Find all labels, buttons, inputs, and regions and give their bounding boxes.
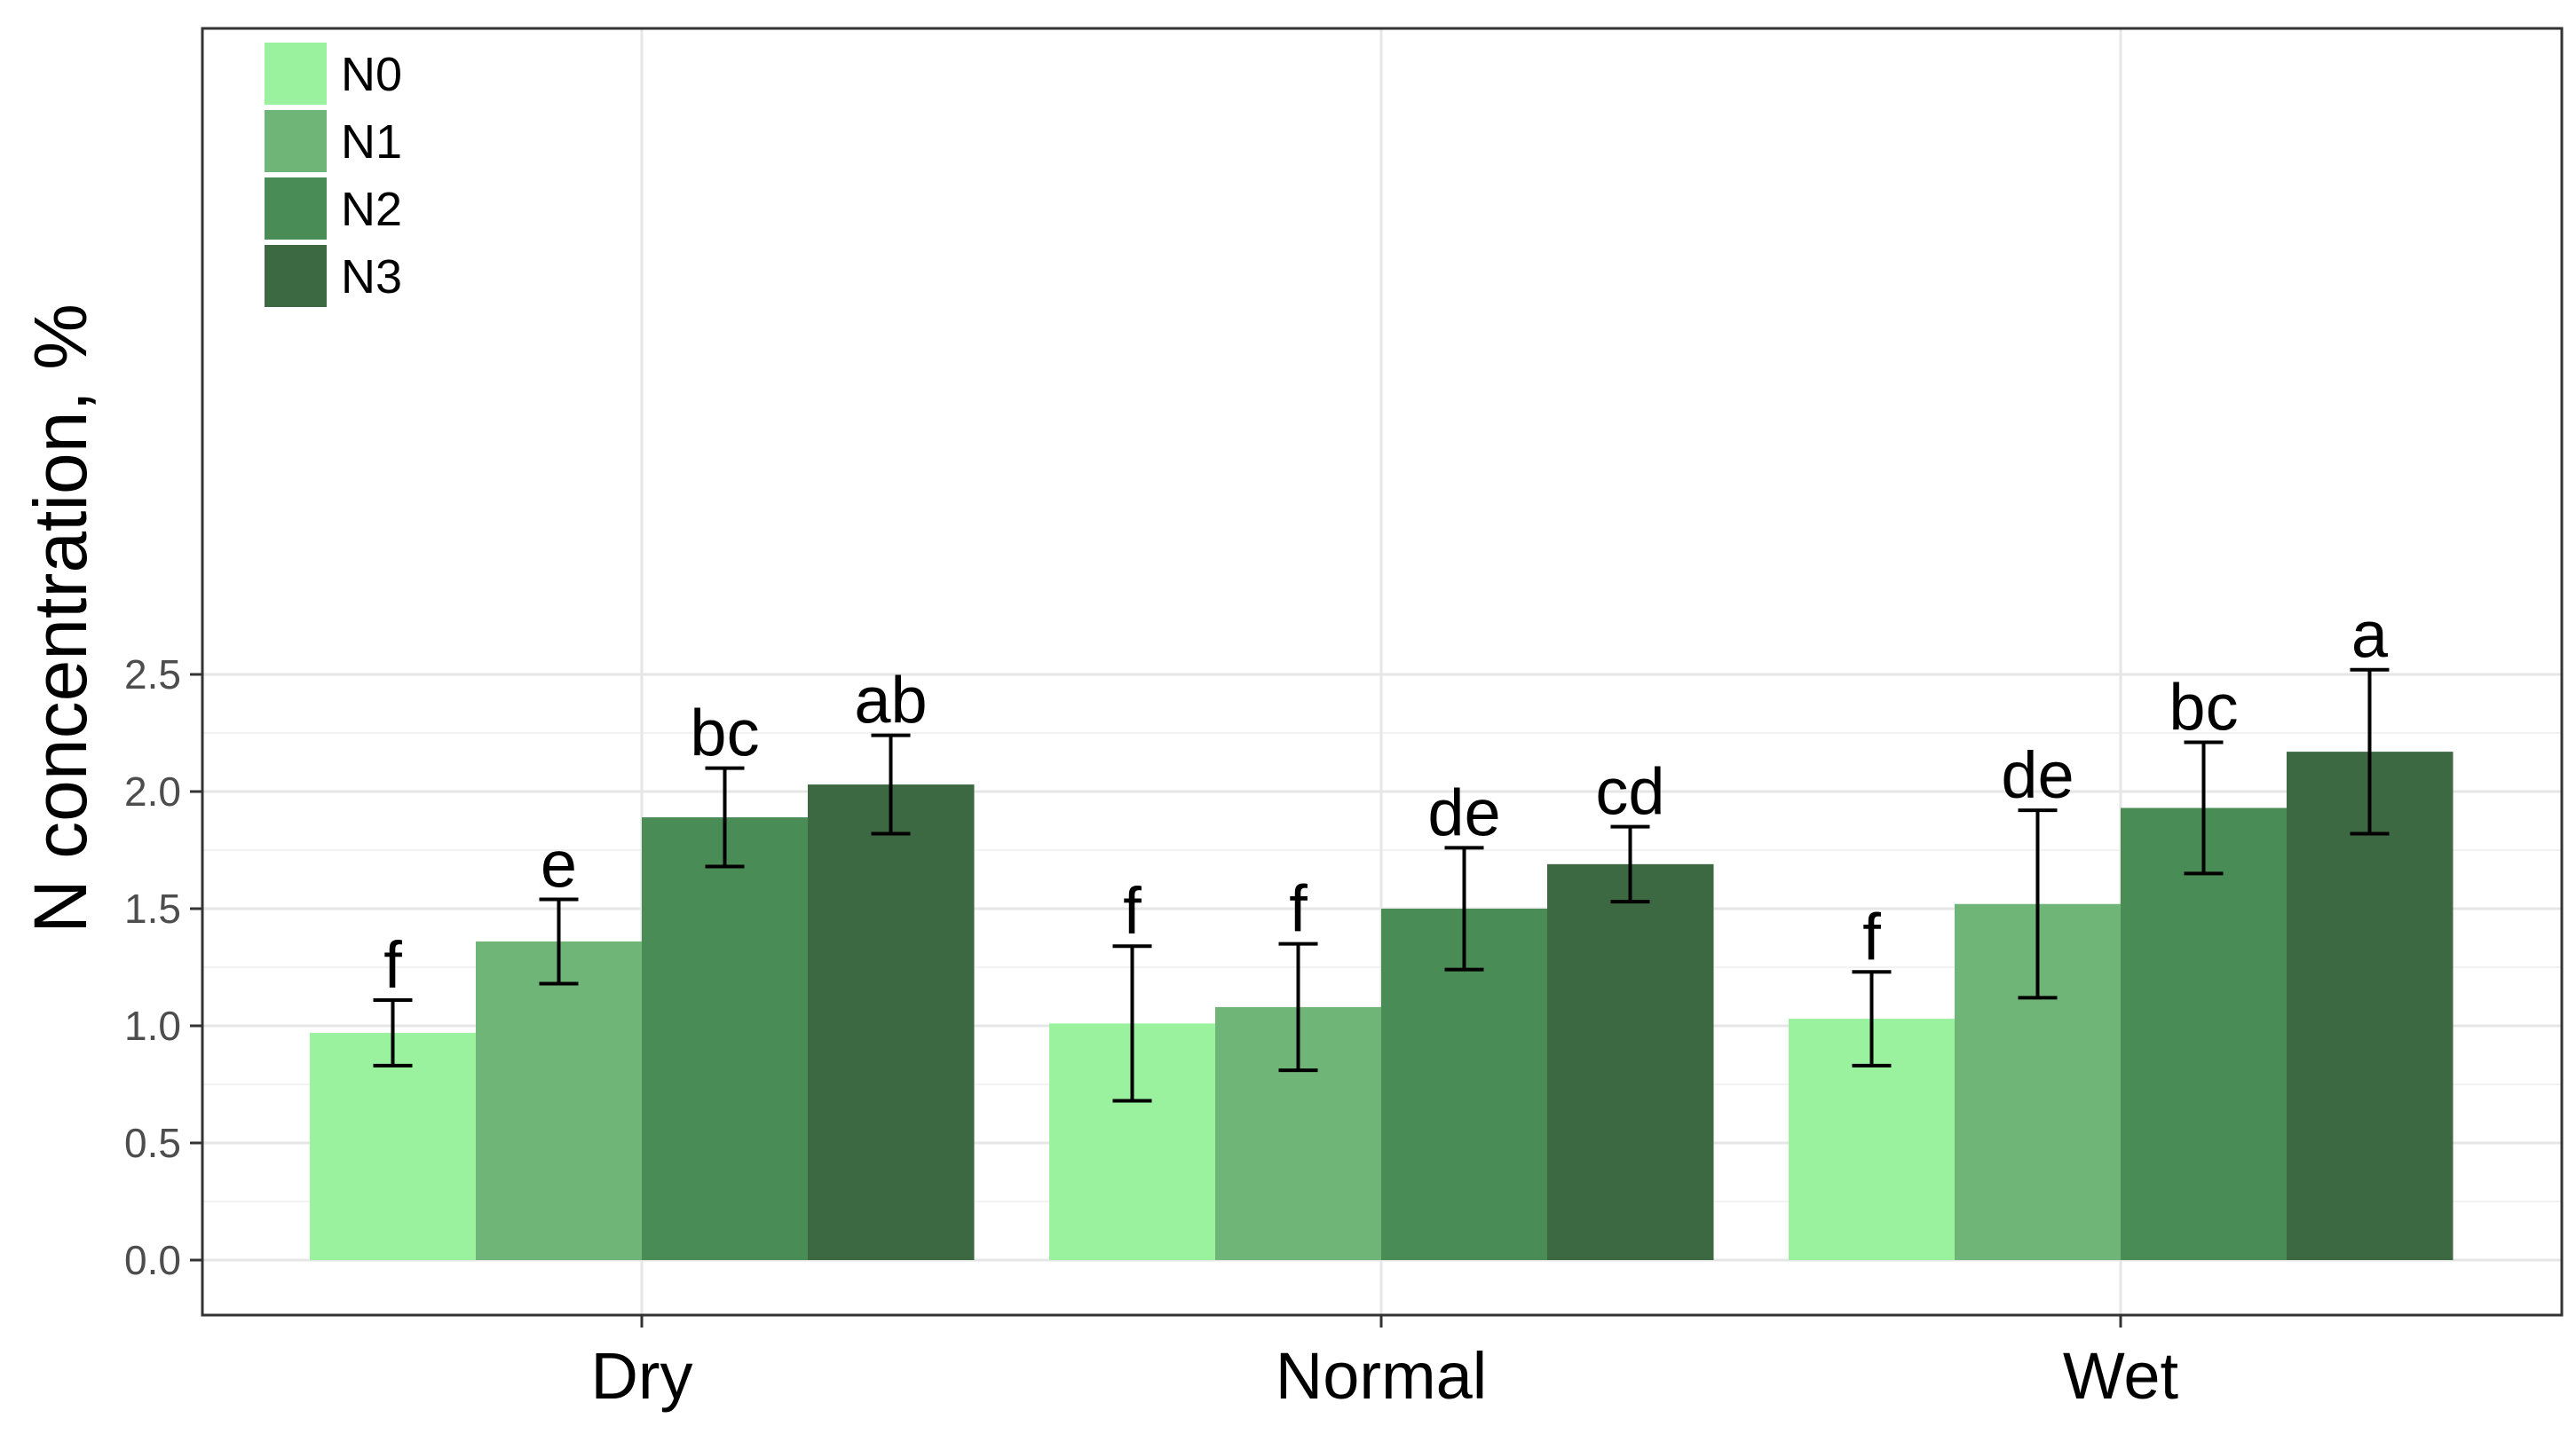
bar-n3-dry — [808, 784, 975, 1260]
significance-letter: f — [1123, 874, 1142, 948]
significance-letter: bc — [2169, 671, 2238, 745]
significance-letter: f — [1862, 900, 1881, 973]
legend-key-n3 — [265, 245, 327, 307]
bar-n1-dry — [476, 941, 643, 1260]
axis-layer: 0.0 0.5 1.0 1.5 2.0 2.5 Dry Normal Wet — [124, 651, 2178, 1413]
legend-key-n0 — [265, 43, 327, 105]
bar-n0-dry — [310, 1032, 477, 1260]
legend-label: N3 — [341, 250, 402, 303]
significance-letter-layer: f e bc ab f f de cd f de bc a — [383, 598, 2389, 1002]
y-tick-label: 0.5 — [124, 1120, 181, 1166]
legend-label: N2 — [341, 183, 402, 236]
x-category-label: Dry — [590, 1339, 692, 1413]
y-tick-label: 1.0 — [124, 1003, 181, 1049]
bar-layer — [310, 752, 2454, 1260]
bar-n2-dry — [642, 817, 809, 1260]
significance-letter: a — [2351, 598, 2389, 672]
significance-letter: ab — [854, 664, 927, 737]
significance-letter: f — [1289, 872, 1308, 946]
significance-letter: de — [1427, 776, 1500, 849]
y-tick-label: 2.5 — [124, 651, 181, 697]
bar-n3-normal — [1547, 863, 1714, 1260]
significance-letter: cd — [1595, 755, 1664, 829]
significance-letter: bc — [690, 697, 759, 770]
y-tick-label: 2.0 — [124, 768, 181, 815]
y-tick-label: 0.0 — [124, 1237, 181, 1283]
bar-n2-wet — [2121, 808, 2288, 1260]
error-bar-layer — [373, 667, 2390, 1103]
significance-letter: e — [541, 827, 577, 901]
significance-letter: f — [383, 928, 402, 1002]
legend-label: N1 — [341, 115, 402, 169]
legend: N0 N1 N2 N3 — [265, 43, 402, 307]
x-category-label: Wet — [2063, 1339, 2179, 1413]
y-tick-label: 1.5 — [124, 886, 181, 932]
legend-label: N0 — [341, 48, 402, 101]
legend-key-n1 — [265, 110, 327, 172]
significance-letter: de — [2001, 738, 2074, 812]
legend-key-n2 — [265, 177, 327, 240]
bar-n3-wet — [2287, 752, 2454, 1260]
y-axis-title: N concentration, % — [19, 303, 102, 934]
x-category-label: Normal — [1276, 1339, 1487, 1413]
